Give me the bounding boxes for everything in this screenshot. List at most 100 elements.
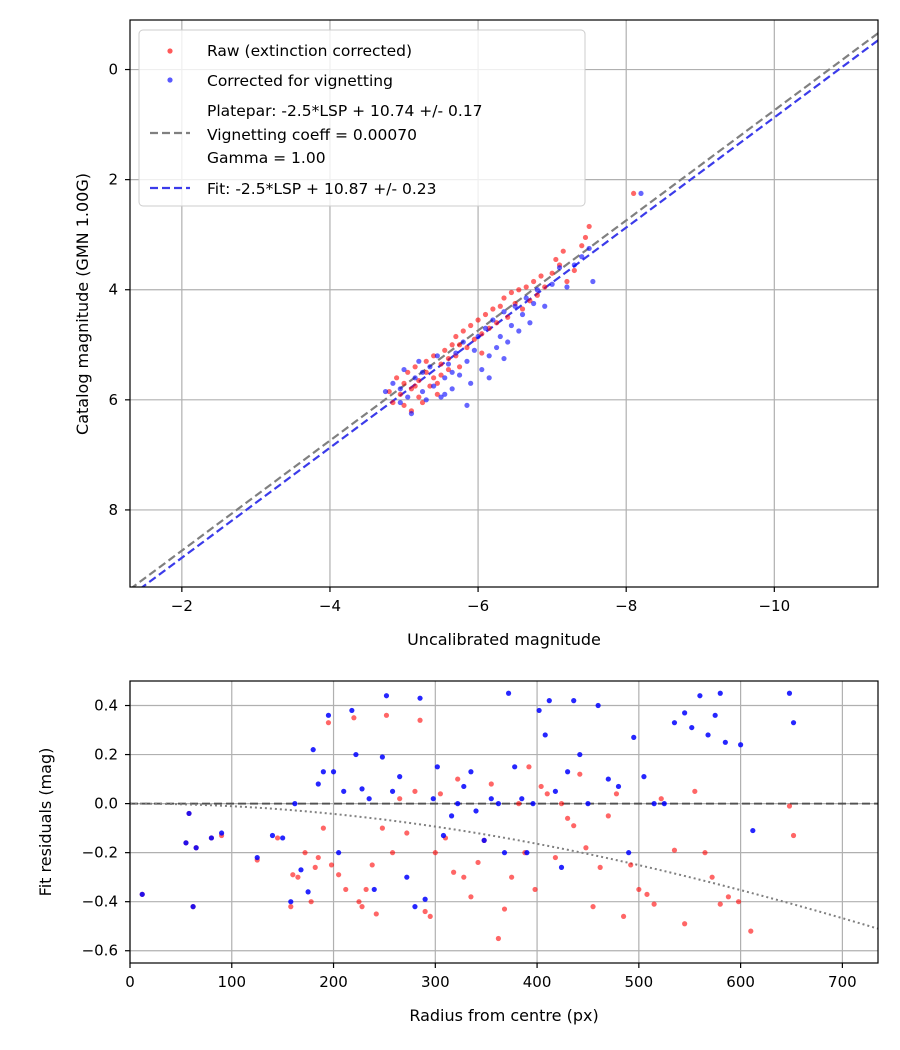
raw-point <box>408 386 415 392</box>
raw-residual-point <box>359 904 365 910</box>
raw-residual-point <box>544 791 550 797</box>
raw-point <box>486 325 492 331</box>
raw-point <box>468 322 474 329</box>
raw-point <box>397 391 403 397</box>
corrected-residual-point <box>292 801 298 807</box>
corrected-residual-point <box>359 786 365 792</box>
residuals-ticks: 0 100 200 300 400 500 600 700 0.4 0.2 0.0 −0.2 −0.4 −… <box>82 697 857 991</box>
corrected-residual-point <box>717 690 723 696</box>
residuals-y-tick-label: 0.0 <box>94 795 118 813</box>
raw-residual-point <box>336 872 342 878</box>
raw-point <box>449 342 455 348</box>
raw-residual-point <box>325 720 332 726</box>
raw-point <box>423 358 429 364</box>
raw-point <box>516 287 522 293</box>
corrected-point <box>486 375 492 381</box>
corrected-residual-point <box>383 693 390 699</box>
corrected-point <box>490 317 496 323</box>
calibration-x-tick-label: −4 <box>319 597 341 615</box>
corrected-residual-point <box>430 796 436 802</box>
raw-point <box>438 361 444 367</box>
raw-point <box>560 248 566 254</box>
raw-point <box>538 273 544 279</box>
corrected-residual-point <box>571 698 577 704</box>
raw-point <box>479 350 485 356</box>
corrected-point <box>512 303 518 309</box>
raw-residual-point <box>397 796 403 802</box>
corrected-residual-point <box>404 874 410 880</box>
raw-residual-point <box>461 874 467 880</box>
corrected-point <box>508 322 515 329</box>
calibration-y-tick-label: 4 <box>108 281 118 299</box>
corrected-residual-point <box>320 769 326 775</box>
corrected-residual-point <box>661 801 667 807</box>
corrected-residual-point <box>542 732 548 738</box>
raw-point <box>390 399 396 406</box>
corrected-point <box>479 366 485 373</box>
raw-residual-point <box>577 771 583 777</box>
raw-point <box>490 306 496 312</box>
raw-point <box>419 399 426 406</box>
raw-residual-point <box>597 864 603 870</box>
raw-residual-point <box>308 899 314 905</box>
corrected-residual-point <box>379 754 385 760</box>
legend-corrected-label: Corrected for vignetting <box>207 72 393 90</box>
corrected-point <box>531 300 537 307</box>
corrected-residual-point <box>641 774 647 780</box>
raw-point <box>456 364 463 370</box>
raw-point <box>431 375 437 381</box>
corrected-residual-point <box>786 690 793 696</box>
raw-residual-point <box>651 901 657 907</box>
raw-point <box>460 328 466 334</box>
corrected-point <box>493 344 500 351</box>
raw-residual-point <box>495 935 502 942</box>
residuals-x-tick-label: 300 <box>421 973 450 991</box>
corrected-point <box>590 278 596 285</box>
corrected-point <box>453 350 459 356</box>
raw-residual-point <box>658 796 664 802</box>
raw-residual-point <box>351 715 357 721</box>
corrected-residual-point <box>461 783 467 790</box>
vignetting-model-curve <box>130 802 878 930</box>
corrected-residual-point <box>422 896 428 902</box>
raw-point <box>416 394 422 400</box>
raw-residual-point <box>538 783 544 790</box>
raw-point <box>386 388 392 395</box>
raw-residual-point <box>295 874 301 880</box>
corrected-residual-point <box>310 747 316 753</box>
corrected-residual-point <box>389 788 396 794</box>
raw-point <box>505 314 511 320</box>
raw-point <box>445 355 452 362</box>
residuals-x-tick-label: 600 <box>726 973 755 991</box>
corrected-point <box>390 380 396 386</box>
corrected-point <box>442 391 448 397</box>
raw-residual-point <box>590 904 596 910</box>
residuals-y-tick-label: −0.6 <box>82 942 118 960</box>
corrected-residual-point <box>330 769 337 775</box>
corrected-point <box>449 386 455 392</box>
raw-residual-point <box>328 862 335 868</box>
corrected-point <box>542 303 548 309</box>
residuals-reference-lines <box>130 802 878 930</box>
raw-point <box>475 317 481 323</box>
corrected-residual-point <box>750 827 756 834</box>
corrected-residual-point <box>505 690 512 696</box>
corrected-point <box>397 386 403 392</box>
corrected-residual-point <box>481 837 487 843</box>
residuals-axes-frame <box>129 680 879 964</box>
corrected-residual-point <box>790 720 797 726</box>
corrected-point <box>519 311 526 318</box>
calibration-axes-frame <box>129 19 879 588</box>
raw-residual-point <box>412 788 418 794</box>
raw-point <box>453 333 459 340</box>
legend-platepar-label: Platepar: -2.5*LSP + 10.74 +/- 0.17 <box>207 102 483 120</box>
corrected-residual-point <box>671 720 678 726</box>
corrected-residual-point <box>697 693 703 699</box>
raw-residual-point <box>468 894 474 900</box>
raw-point <box>434 391 440 397</box>
residuals-points <box>139 690 797 942</box>
corrected-residual-point <box>371 886 377 893</box>
legend-vignetting-label: Vignetting coeff = 0.00070 <box>207 126 417 144</box>
raw-residual-point <box>571 823 577 829</box>
raw-residual-point <box>558 801 565 807</box>
